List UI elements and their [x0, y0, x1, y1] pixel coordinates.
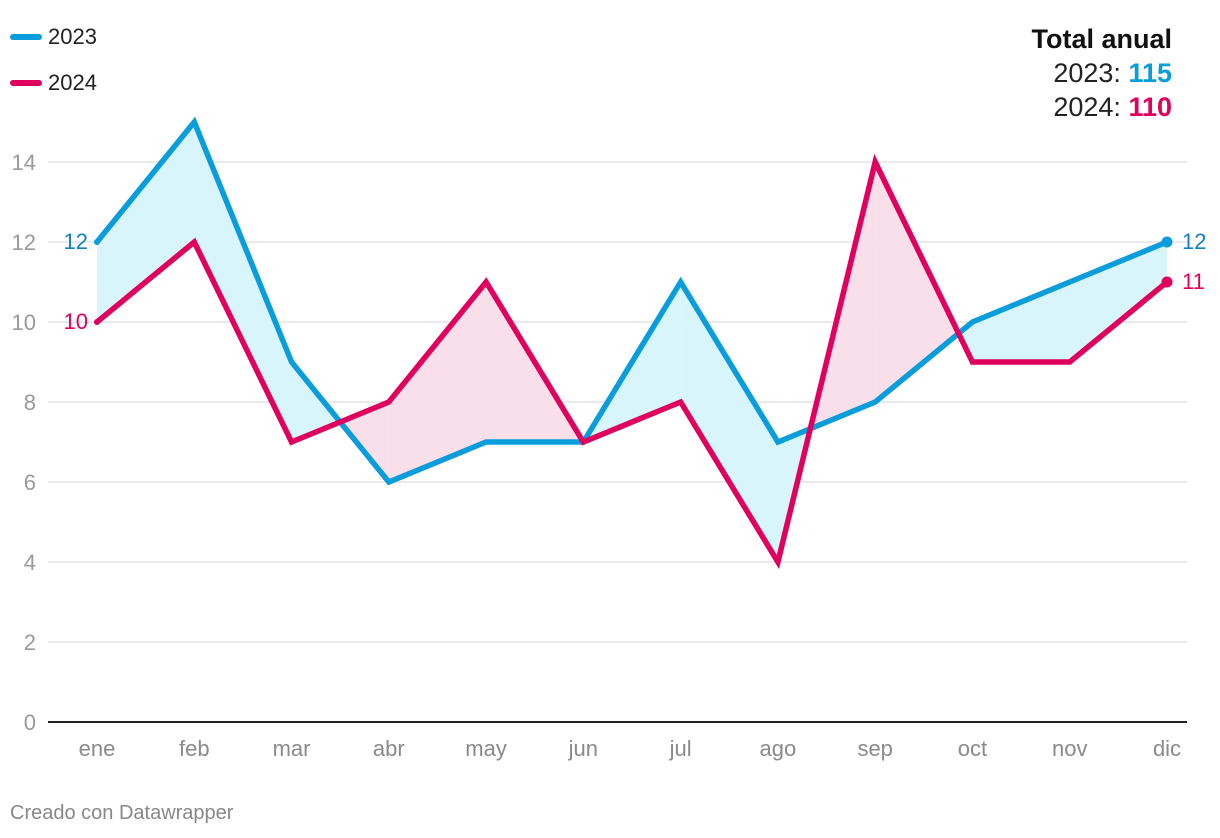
credit-text: Creado con Datawrapper [10, 802, 234, 824]
difference-area [194, 122, 292, 442]
end-value-label-2024: 11 [1182, 269, 1205, 294]
y-tick-label: 6 [24, 470, 36, 495]
totals-prefix-2023: 2023: [1053, 58, 1129, 88]
y-tick-label: 0 [24, 710, 36, 735]
series-lines-layer [94, 116, 1173, 570]
x-tick-label: feb [179, 736, 210, 761]
series-line-2024 [94, 153, 1170, 570]
totals-value-2024: 110 [1128, 92, 1172, 122]
x-tick-label: ago [760, 736, 797, 761]
difference-area [875, 162, 959, 402]
y-tick-label: 2 [24, 630, 36, 655]
legend-label-2023: 2023 [48, 24, 97, 49]
x-tick-label: sep [857, 736, 892, 761]
totals-value-2023: 115 [1128, 58, 1172, 88]
x-tick-label: jun [568, 736, 598, 761]
legend-swatch-2024 [10, 80, 42, 86]
difference-area [972, 282, 1070, 362]
y-tick-label: 14 [12, 150, 36, 175]
x-tick-label: oct [958, 736, 987, 761]
x-tick-label: ene [79, 736, 116, 761]
start-value-label-2024: 10 [64, 309, 88, 334]
y-tick-label: 8 [24, 390, 36, 415]
totals-title: Total anual [1031, 24, 1172, 54]
y-tick-label: 4 [24, 550, 36, 575]
legend-swatch-2023 [10, 34, 42, 40]
start-value-label-2023: 12 [64, 229, 88, 254]
y-tick-label: 10 [12, 310, 36, 335]
totals-prefix-2024: 2024: [1053, 92, 1129, 122]
difference-area-layer [97, 122, 1167, 562]
difference-area [291, 362, 341, 442]
annual-totals: Total anual 2023: 115 2024: 110 [1031, 22, 1172, 124]
series-end-point-2023 [1161, 236, 1173, 248]
series-line-2023 [94, 116, 1170, 486]
difference-area [388, 282, 487, 482]
x-tick-label: mar [273, 736, 311, 761]
difference-area [340, 402, 389, 482]
x-tick-label: jul [669, 736, 692, 761]
x-tick-label: may [465, 736, 507, 761]
difference-area [1069, 242, 1167, 362]
x-tick-label: nov [1052, 736, 1087, 761]
legend-item-2024[interactable]: 2024 [10, 60, 97, 106]
y-tick-label: 12 [12, 230, 36, 255]
x-tick-label: abr [373, 736, 405, 761]
difference-area [97, 122, 195, 322]
legend-item-2023[interactable]: 2023 [10, 14, 97, 60]
difference-area [680, 282, 778, 562]
labels-layer: 0 2 4 6 8 10 12 14 ene feb mar abr may jun jul ago sep oc… [12, 150, 1207, 761]
x-tick-label: dic [1153, 736, 1181, 761]
legend: 2023 2024 [10, 14, 97, 106]
series-start-point-2024 [94, 319, 100, 325]
totals-row-2024: 2024: 110 [1031, 90, 1172, 124]
legend-label-2024: 2024 [48, 70, 97, 95]
totals-row-2023: 2023: 115 [1031, 56, 1172, 90]
end-value-label-2023: 12 [1182, 229, 1206, 254]
series-start-point-2023 [94, 239, 100, 245]
series-end-point-2024 [1161, 276, 1173, 288]
